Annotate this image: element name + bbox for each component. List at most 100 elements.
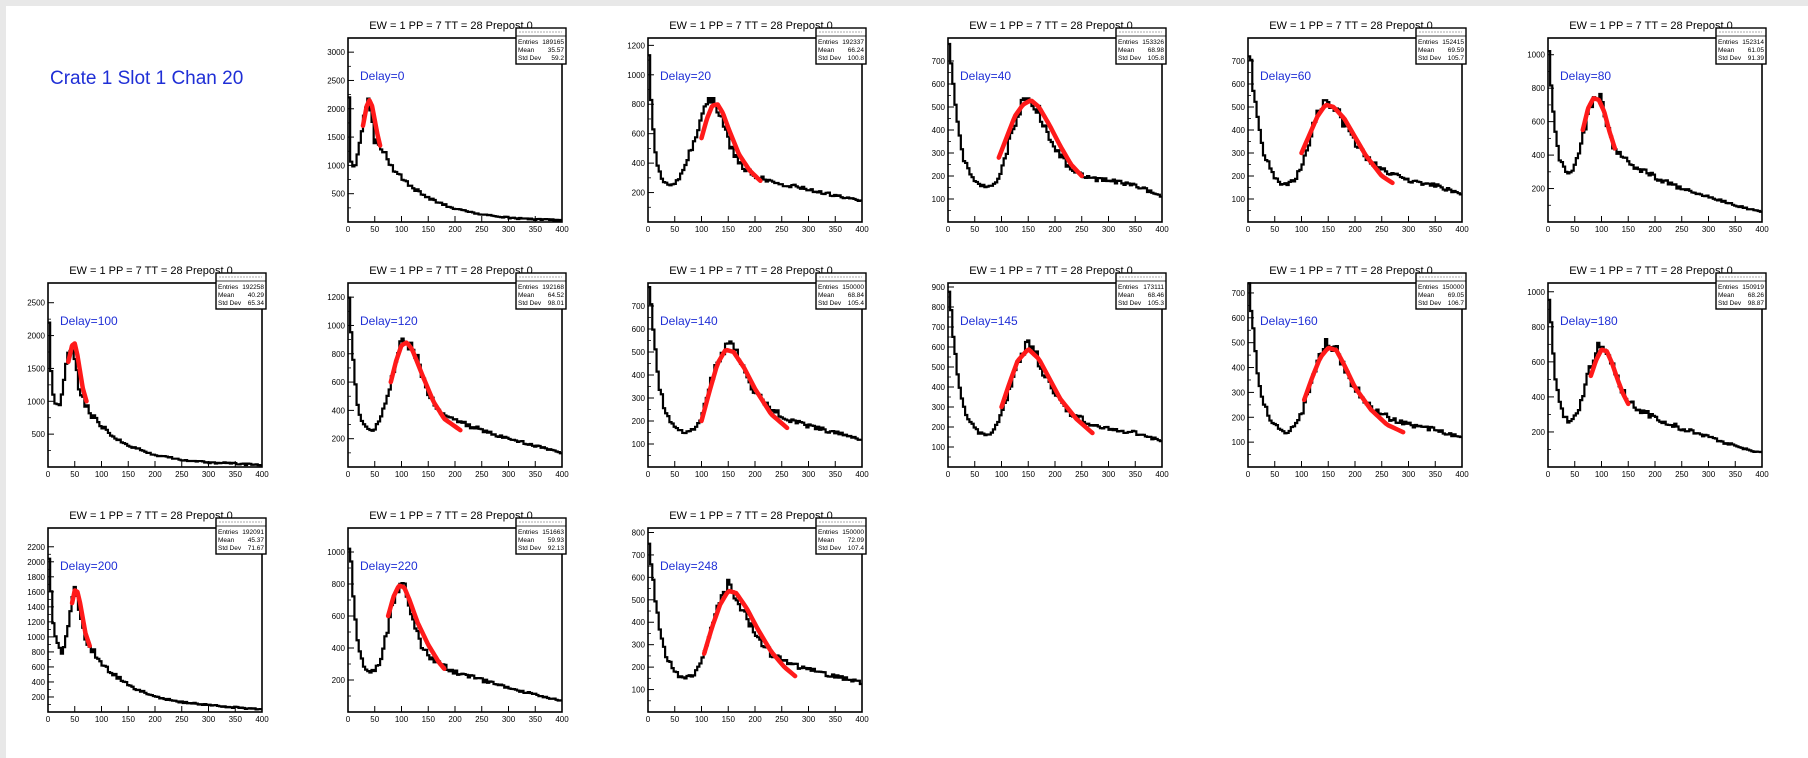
delay-label: Delay=20 <box>660 69 711 83</box>
stats-value: 69.05 <box>1448 292 1465 299</box>
y-tick-label: 800 <box>632 100 646 109</box>
stats-value: 105.3 <box>1148 300 1165 307</box>
stats-label: Entries <box>518 529 539 536</box>
x-tick-label: 350 <box>1429 225 1443 234</box>
y-tick-label: 600 <box>32 663 46 672</box>
stats-value: 173111 <box>1143 284 1164 291</box>
x-tick-label: 150 <box>1322 470 1336 479</box>
stats-label: Mean <box>1418 292 1435 299</box>
stats-box: Entries 192168 Mean 64.52 Std Dev 98.01 <box>515 272 567 310</box>
x-tick-label: 400 <box>255 470 269 479</box>
stats-box: Entries 152314 Mean 61.05 Std Dev 91.39 <box>1715 27 1767 65</box>
y-tick-label: 200 <box>1232 172 1246 181</box>
x-tick-label: 350 <box>1129 470 1143 479</box>
x-tick-label: 300 <box>502 225 516 234</box>
stats-label: Std Dev <box>1118 300 1142 307</box>
stats-value: 192168 <box>542 284 564 291</box>
stats-value: 45.37 <box>248 537 265 544</box>
panel-title: EW = 1 PP = 7 TT = 28 Prepost 0 <box>369 265 533 277</box>
panel-title: EW = 1 PP = 7 TT = 28 Prepost 0 <box>969 265 1133 277</box>
histogram-panel: EW = 1 PP = 7 TT = 28 Prepost 0 100 200 300… <box>1232 265 1470 479</box>
x-tick-label: 100 <box>1295 470 1309 479</box>
fit-curve <box>701 588 798 679</box>
y-tick-label: 400 <box>932 126 946 135</box>
x-tick-label: 100 <box>1595 225 1609 234</box>
x-tick-label: 0 <box>1246 470 1251 479</box>
y-tick-label: 1800 <box>27 573 45 582</box>
fit-curve <box>699 347 790 431</box>
y-tick-label: 1000 <box>627 71 645 80</box>
stats-value: 98.87 <box>1748 300 1765 307</box>
stats-label: Std Dev <box>518 545 542 552</box>
stats-box: Entries 150000 Mean 68.84 Std Dev 105.4 <box>815 272 867 310</box>
panel-title: EW = 1 PP = 7 TT = 28 Prepost 0 <box>969 20 1133 32</box>
plot-frame <box>647 282 863 468</box>
stats-label: Std Dev <box>818 55 842 62</box>
stats-value: 68.98 <box>1148 47 1165 54</box>
x-tick-label: 250 <box>1675 225 1689 234</box>
stats-label: Std Dev <box>518 55 542 62</box>
fit-curve <box>385 583 447 672</box>
stats-label: Mean <box>518 537 535 544</box>
stats-label: Mean <box>1718 47 1735 54</box>
delay-label: Delay=40 <box>960 69 1011 83</box>
y-tick-label: 300 <box>932 403 946 412</box>
y-tick-label: 800 <box>932 303 946 312</box>
y-tick-label: 200 <box>1232 413 1246 422</box>
x-tick-label: 200 <box>1048 225 1062 234</box>
x-tick-label: 150 <box>1022 470 1036 479</box>
figure-canvas: Crate 1 Slot 1 Chan 20 <box>6 6 1808 758</box>
y-tick-label: 600 <box>632 573 646 582</box>
stats-box: Entries 150919 Mean 68.26 Std Dev 98.87 <box>1715 272 1767 310</box>
y-tick-label: 500 <box>632 596 646 605</box>
x-tick-label: 0 <box>346 470 351 479</box>
stats-box-frame <box>815 272 867 310</box>
stats-label: Entries <box>1418 39 1439 46</box>
y-tick-label: 1200 <box>27 618 45 627</box>
y-tick-label: 700 <box>632 551 646 560</box>
histogram-line <box>48 321 262 467</box>
fit-curve <box>699 102 763 184</box>
stats-value: 69.59 <box>1448 47 1465 54</box>
histogram-line <box>948 290 1162 443</box>
stats-label: Entries <box>1718 284 1739 291</box>
x-tick-label: 250 <box>175 470 189 479</box>
y-tick-label: 1000 <box>1527 51 1545 60</box>
x-tick-label: 200 <box>1648 225 1662 234</box>
panel-title: EW = 1 PP = 7 TT = 28 Prepost 0 <box>669 265 833 277</box>
y-tick-label: 100 <box>932 195 946 204</box>
x-tick-label: 250 <box>1075 470 1089 479</box>
stats-label: Entries <box>518 39 539 46</box>
y-tick-label: 300 <box>632 641 646 650</box>
y-tick-label: 400 <box>332 406 346 415</box>
y-tick-label: 400 <box>1232 364 1246 373</box>
stats-value: 40.29 <box>248 292 265 299</box>
stats-value: 152314 <box>1742 39 1764 46</box>
x-tick-label: 150 <box>1622 225 1636 234</box>
y-tick-label: 200 <box>632 189 646 198</box>
x-tick-label: 300 <box>502 715 516 724</box>
x-tick-label: 100 <box>95 715 109 724</box>
stats-box-frame <box>1415 27 1467 65</box>
delay-label: Delay=220 <box>360 559 418 573</box>
y-tick-label: 400 <box>1532 393 1546 402</box>
stats-value: 150919 <box>1742 284 1764 291</box>
panel-title: EW = 1 PP = 7 TT = 28 Prepost 0 <box>669 510 833 522</box>
fit-curve <box>69 588 92 649</box>
x-tick-label: 200 <box>1348 470 1362 479</box>
y-tick-label: 2000 <box>27 558 45 567</box>
stats-label: Entries <box>1718 39 1739 46</box>
stats-box-frame <box>815 517 867 555</box>
delay-label: Delay=120 <box>360 314 418 328</box>
x-tick-label: 250 <box>1675 470 1689 479</box>
y-tick-label: 600 <box>932 343 946 352</box>
stats-label: Mean <box>818 47 835 54</box>
histogram-line <box>1248 55 1462 196</box>
plot-frame <box>347 527 563 713</box>
y-tick-label: 500 <box>632 348 646 357</box>
y-tick-label: 300 <box>632 394 646 403</box>
stats-label: Std Dev <box>818 300 842 307</box>
stats-value: 150000 <box>842 529 864 536</box>
stats-label: Entries <box>1118 39 1139 46</box>
x-tick-label: 350 <box>1429 470 1443 479</box>
